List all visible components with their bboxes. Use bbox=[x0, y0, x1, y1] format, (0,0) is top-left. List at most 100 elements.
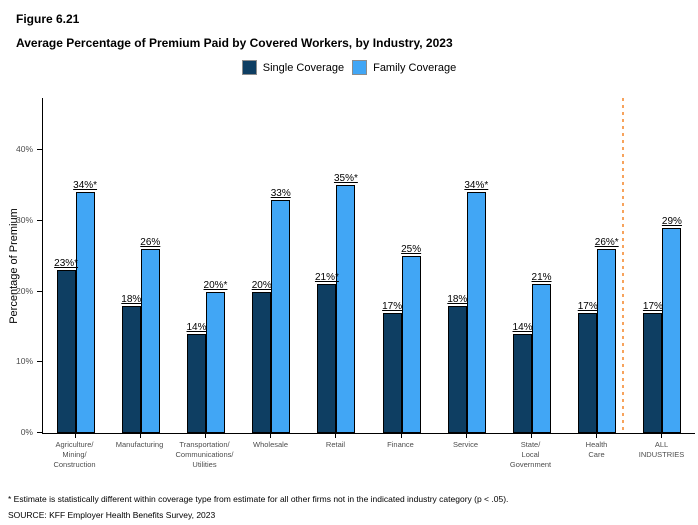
bar-family-coverage bbox=[206, 292, 225, 433]
bar-family-coverage bbox=[140, 249, 160, 433]
x-axis-category-label: Agriculture/ Mining/ Construction bbox=[53, 440, 96, 469]
bar-family-coverage bbox=[271, 200, 291, 433]
y-axis-tick-label: 40% bbox=[15, 144, 33, 154]
legend-item-single-coverage: Single Coverage bbox=[241, 60, 345, 75]
x-axis-tick bbox=[401, 434, 402, 438]
bar-family-coverage bbox=[75, 192, 95, 433]
x-axis-tick bbox=[75, 434, 76, 438]
bar-value-label: 14% bbox=[186, 322, 207, 333]
bar-column: 34%* bbox=[73, 180, 98, 433]
bar-column: 34%* bbox=[464, 180, 489, 433]
x-axis-tick bbox=[335, 434, 336, 438]
y-axis-tick bbox=[37, 291, 42, 292]
bar-value-label: 20%* bbox=[203, 280, 228, 291]
bar-value-label: 17% bbox=[577, 301, 598, 312]
bar-group: 18% 26% bbox=[108, 98, 173, 433]
bar-family-coverage bbox=[466, 192, 486, 433]
bar-family-coverage bbox=[662, 228, 682, 433]
bar-single-coverage bbox=[56, 270, 76, 433]
plot-area: 23%* 34%* 18% 26% 14% 20%* 20% 33% 21%* 35%* 17% 25… bbox=[42, 98, 695, 434]
legend-item-family-coverage: Family Coverage bbox=[352, 60, 456, 75]
x-axis-tick bbox=[140, 434, 141, 438]
x-axis-category-label: Service bbox=[452, 440, 478, 449]
bar-column: 17% bbox=[577, 301, 598, 433]
bar-group: 20% 33% bbox=[239, 98, 304, 433]
bar-value-label: 34%* bbox=[73, 180, 98, 191]
bar-value-label: 25% bbox=[401, 244, 422, 255]
y-axis-tick bbox=[37, 432, 42, 433]
bar-value-label: 26%* bbox=[594, 237, 619, 248]
x-axis-category-label: State/ Local Government bbox=[509, 440, 552, 469]
bar-value-label: 29% bbox=[661, 216, 682, 227]
bar-group: 17% 26%* bbox=[565, 98, 630, 433]
bar-family-coverage bbox=[532, 284, 552, 433]
bar-column: 21% bbox=[532, 272, 552, 433]
bar-group: 17% 29% bbox=[630, 98, 695, 433]
bar-value-label: 34%* bbox=[464, 180, 489, 191]
legend-label-single-coverage: Single Coverage bbox=[262, 61, 345, 74]
y-axis-tick-label: 10% bbox=[15, 356, 33, 366]
y-axis-tick bbox=[37, 361, 42, 362]
figure-number: Figure 6.21 bbox=[16, 12, 80, 26]
bar-value-label: 14% bbox=[512, 322, 533, 333]
bar-group: 23%* 34%* bbox=[43, 98, 108, 433]
bar-column: 18% bbox=[447, 294, 467, 433]
bar-group: 14% 21% bbox=[499, 98, 564, 433]
bar-value-label: 18% bbox=[121, 294, 142, 305]
bar-column: 21%* bbox=[314, 272, 339, 433]
all-industries-separator-line bbox=[622, 98, 624, 434]
x-axis-tick bbox=[270, 434, 271, 438]
x-axis-tick bbox=[466, 434, 467, 438]
bar-group: 18% 34%* bbox=[434, 98, 499, 433]
x-axis-category-label: Manufacturing bbox=[115, 440, 164, 449]
bar-value-label: 20% bbox=[251, 280, 272, 291]
footnote-source: SOURCE: KFF Employer Health Benefits Sur… bbox=[8, 510, 216, 520]
bar-group: 17% 25% bbox=[369, 98, 434, 433]
bar-family-coverage bbox=[336, 185, 356, 433]
x-axis-category-label: Wholesale bbox=[252, 440, 289, 449]
x-axis-tick bbox=[205, 434, 206, 438]
bar-column: 17% bbox=[642, 301, 663, 433]
bar-value-label: 33% bbox=[270, 188, 291, 199]
bar-value-label: 21%* bbox=[314, 272, 339, 283]
legend-swatch-single-coverage bbox=[241, 60, 257, 75]
bar-single-coverage bbox=[578, 313, 598, 433]
bar-group: 14% 20%* bbox=[173, 98, 238, 433]
bar-value-label: 26% bbox=[140, 237, 161, 248]
bar-column: 17% bbox=[382, 301, 403, 433]
bar-column: 14% bbox=[186, 322, 207, 433]
bar-value-label: 17% bbox=[382, 301, 403, 312]
bar-single-coverage bbox=[643, 313, 663, 433]
bar-family-coverage bbox=[401, 256, 421, 433]
bar-value-label: 17% bbox=[642, 301, 663, 312]
bar-single-coverage bbox=[252, 292, 272, 433]
y-axis-tick bbox=[37, 149, 42, 150]
x-axis-category-label: Health Care bbox=[585, 440, 608, 459]
x-axis-category-label: ALL INDUSTRIES bbox=[638, 440, 685, 459]
bar-single-coverage bbox=[317, 284, 337, 433]
bar-column: 35%* bbox=[333, 173, 358, 433]
bar-single-coverage bbox=[447, 306, 467, 433]
bar-value-label: 35%* bbox=[333, 173, 358, 184]
bar-column: 18% bbox=[121, 294, 142, 433]
x-axis-tick bbox=[531, 434, 532, 438]
y-axis-tick-label: 0% bbox=[20, 427, 33, 437]
legend-swatch-family-coverage bbox=[352, 60, 368, 75]
footnote-asterisk: * Estimate is statistically different wi… bbox=[8, 494, 509, 504]
legend-label-family-coverage: Family Coverage bbox=[373, 61, 457, 74]
bar-column: 33% bbox=[270, 188, 291, 433]
bar-column: 23%* bbox=[54, 258, 79, 433]
bar-single-coverage bbox=[187, 334, 206, 433]
x-axis-category-label: Retail bbox=[325, 440, 346, 449]
bar-family-coverage bbox=[597, 249, 617, 433]
y-axis-tick bbox=[37, 220, 42, 221]
x-axis-category-label: Finance bbox=[387, 440, 414, 449]
legend: Single Coverage Family Coverage bbox=[0, 60, 698, 75]
bar-value-label: 23%* bbox=[54, 258, 79, 269]
bar-single-coverage bbox=[121, 306, 141, 433]
y-axis-title: Percentage of Premium bbox=[8, 208, 20, 324]
bar-column: 29% bbox=[661, 216, 682, 433]
figure-title: Average Percentage of Premium Paid by Co… bbox=[16, 36, 453, 50]
y-axis-tick-label: 20% bbox=[15, 286, 33, 296]
